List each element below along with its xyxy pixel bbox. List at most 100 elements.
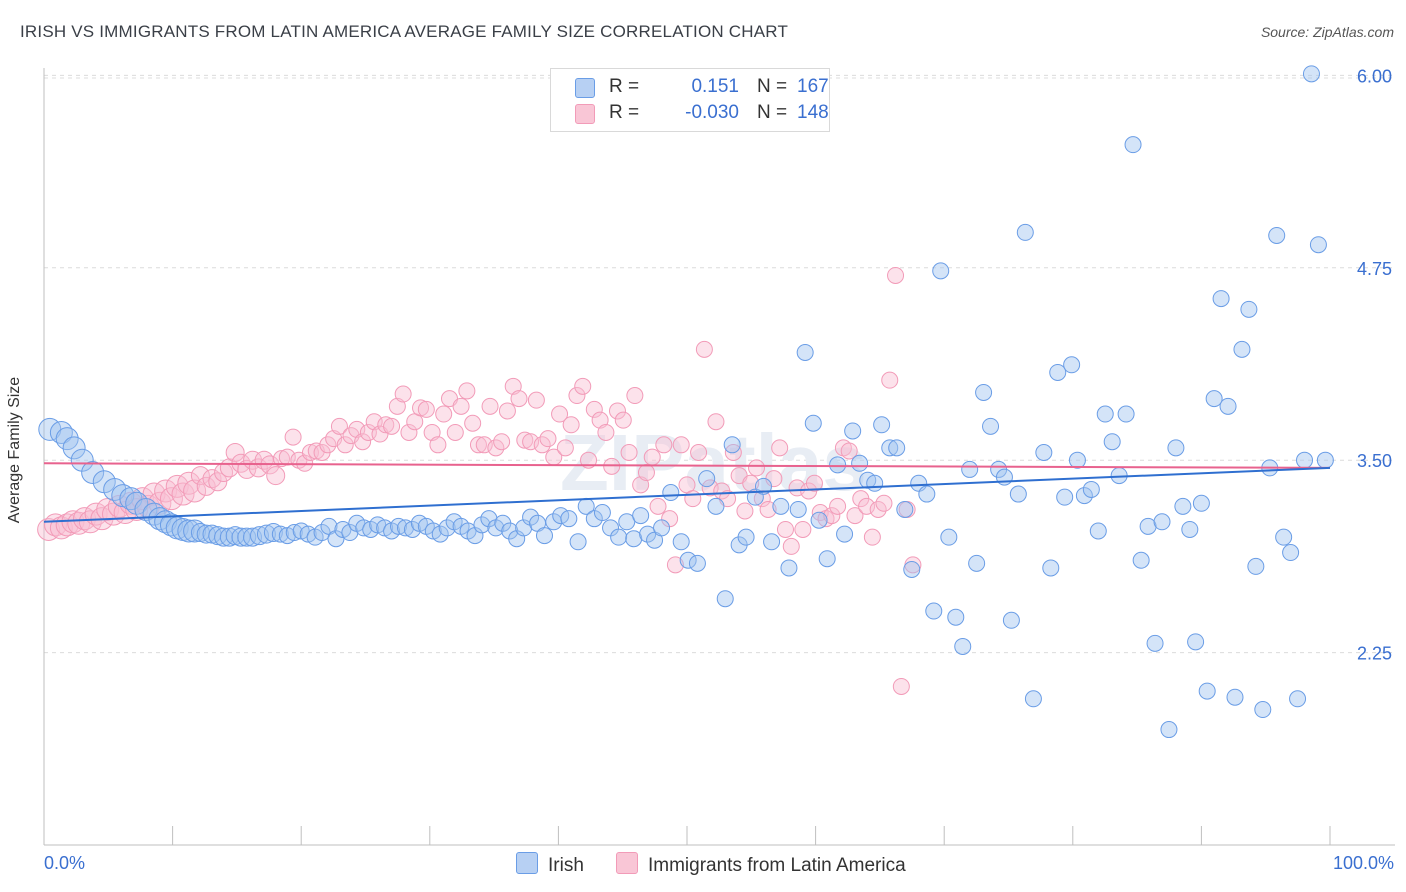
irish-point <box>1024 690 1042 708</box>
latin-point <box>614 411 632 429</box>
x-tick-label: 100.0% <box>1333 853 1394 873</box>
irish-point <box>804 414 822 432</box>
correlation-legend: R = 0.151 N = 167 R = -0.030 N = 148 <box>550 68 830 132</box>
irish-point <box>1302 65 1320 83</box>
latin-point <box>666 556 684 574</box>
irish-point <box>1181 520 1199 538</box>
latin-point <box>574 377 592 395</box>
irish-point <box>1153 513 1171 531</box>
latin-point <box>782 537 800 555</box>
irish-point <box>1240 300 1258 318</box>
latin-point <box>759 500 777 518</box>
irish-point <box>390 517 408 535</box>
irish-point <box>1316 451 1334 469</box>
irish-point <box>1247 557 1265 575</box>
latin-point <box>881 371 899 389</box>
irish-point <box>707 497 725 515</box>
irish-point <box>653 519 671 537</box>
gridlines <box>44 74 1395 654</box>
latin-point <box>748 459 766 477</box>
irish-point <box>975 383 993 401</box>
latin-point <box>637 464 655 482</box>
latin-point <box>690 444 708 461</box>
irish-point <box>925 602 943 620</box>
latin-point <box>562 416 580 434</box>
latin-point <box>412 399 430 417</box>
irish-point <box>961 460 979 478</box>
latin-point <box>805 474 823 492</box>
latin-point <box>354 433 372 451</box>
irish-point <box>723 436 741 454</box>
latin-point <box>423 423 441 441</box>
irish-point <box>1132 551 1150 569</box>
irish-point <box>243 527 263 547</box>
irish-point <box>810 511 828 529</box>
irish-point <box>639 525 657 543</box>
irish-point <box>1068 451 1086 469</box>
irish-point <box>818 550 836 568</box>
irish-point <box>81 461 105 485</box>
irish-point <box>327 530 345 548</box>
irish-point <box>772 497 790 515</box>
latin-point <box>603 457 621 475</box>
latin-point <box>776 520 794 538</box>
latin-point <box>44 513 68 537</box>
chart-source: Source: ZipAtlas.com <box>1260 24 1394 40</box>
latin-n-label: N = <box>757 102 788 123</box>
irish-point <box>1002 611 1020 629</box>
latin-point <box>154 479 178 503</box>
irish-point <box>932 262 950 280</box>
irish-point <box>1289 690 1307 708</box>
latin-point <box>273 450 291 468</box>
irish-point <box>618 513 636 531</box>
irish-point <box>632 507 650 525</box>
irish-point <box>888 439 906 457</box>
latin-point <box>177 471 201 495</box>
latin-point <box>597 423 615 441</box>
latin-point <box>464 414 482 432</box>
irish-point <box>954 637 972 655</box>
bottom-latin-label: Immigrants from Latin America <box>648 855 906 876</box>
irish-point <box>1192 494 1210 512</box>
irish-point <box>1167 439 1185 457</box>
irish-point <box>851 454 869 472</box>
latin-point <box>649 497 667 515</box>
irish-point <box>896 500 914 518</box>
irish-point <box>1016 223 1034 241</box>
latin-point <box>672 436 690 454</box>
irish-r-value: 0.151 <box>691 76 739 97</box>
latin-point <box>655 436 673 454</box>
latin-point <box>620 444 638 461</box>
latin-point <box>383 417 401 435</box>
irish-point <box>754 477 772 495</box>
latin-point <box>417 400 435 418</box>
irish-point <box>625 530 643 548</box>
latin-point <box>452 397 470 415</box>
latin-point <box>707 413 725 431</box>
latin-point <box>632 476 650 494</box>
latin-point <box>225 443 245 462</box>
latin-point <box>580 451 598 469</box>
latin-point <box>695 340 713 358</box>
tick-labels: 2.25 3.50 4.75 6.00 0.0% 100.0% <box>44 66 1394 873</box>
latin-point <box>585 400 603 418</box>
irish-point <box>341 524 359 542</box>
latin-point <box>591 411 609 429</box>
irish-point <box>873 416 891 434</box>
latin-point <box>840 442 858 460</box>
latin-point <box>196 476 216 496</box>
irish-point <box>1309 236 1327 254</box>
irish-point <box>1139 517 1157 535</box>
irish-point <box>159 513 183 537</box>
irish-point <box>1082 480 1100 498</box>
irish-point <box>1160 721 1178 739</box>
irish-trend-line <box>43 466 1331 523</box>
latin-swatch <box>575 104 595 124</box>
irish-point <box>313 524 331 542</box>
irish-point <box>134 497 158 521</box>
latin-point <box>626 387 644 405</box>
latin-point <box>458 382 476 400</box>
latin-point <box>736 502 754 520</box>
irish-point <box>285 524 303 542</box>
